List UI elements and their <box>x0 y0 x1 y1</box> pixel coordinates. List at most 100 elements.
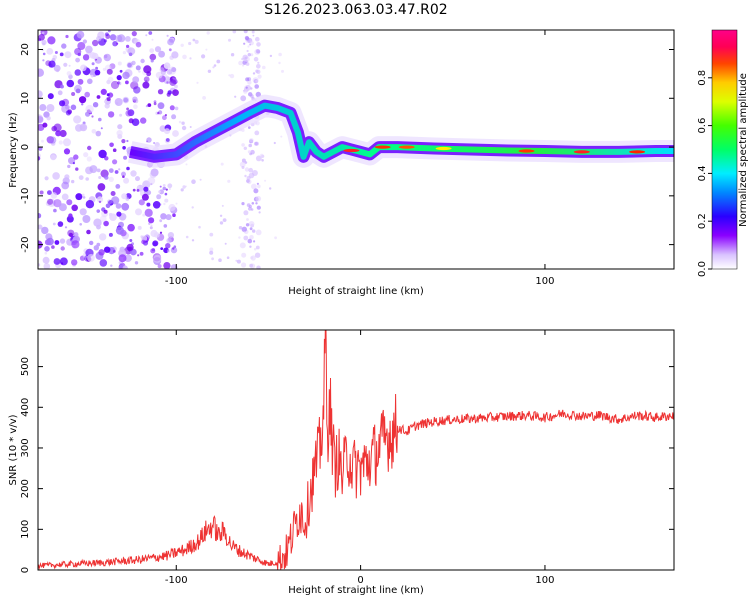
noise-blob <box>87 254 95 262</box>
noise-blob <box>130 81 139 90</box>
noise-blob <box>138 70 141 73</box>
noise-blob <box>255 195 262 202</box>
noise-blob <box>90 74 94 78</box>
noise-blob <box>219 214 223 217</box>
noise-blob <box>209 247 214 252</box>
noise-blob <box>79 223 82 226</box>
noise-blob <box>141 239 146 245</box>
noise-blob <box>112 250 116 253</box>
noise-blob <box>259 153 264 159</box>
noise-blob <box>164 198 169 203</box>
noise-blob <box>42 122 48 128</box>
noise-blob <box>65 110 71 116</box>
noise-blob <box>168 203 176 212</box>
noise-blob <box>108 212 113 217</box>
noise-blob <box>95 66 98 70</box>
noise-blob <box>60 246 65 251</box>
noise-blob <box>230 53 235 57</box>
noise-blob <box>189 57 192 60</box>
noise-blob <box>181 121 185 125</box>
noise-blob <box>219 221 224 225</box>
noise-blob <box>163 262 171 269</box>
noise-blob <box>70 104 77 111</box>
noise-blob <box>239 161 246 168</box>
noise-blob <box>96 196 104 203</box>
noise-blob <box>124 254 132 262</box>
noise-blob <box>150 59 154 63</box>
y-tick-label: 200 <box>20 479 31 498</box>
ridge-peak <box>518 149 535 153</box>
noise-blob <box>164 114 167 117</box>
noise-blob <box>147 177 156 185</box>
noise-blob <box>100 215 107 222</box>
ridge-peak <box>398 145 415 149</box>
noise-blob <box>89 52 97 59</box>
noise-blob <box>58 203 67 212</box>
noise-blob <box>192 38 196 42</box>
noise-blob <box>54 51 58 54</box>
noise-blob <box>106 97 111 102</box>
noise-blob <box>122 51 126 55</box>
noise-blob <box>185 163 188 166</box>
noise-blob <box>160 69 166 75</box>
noise-blob <box>150 248 156 254</box>
colorbar-tick-label: 0.2 <box>697 213 708 229</box>
noise-blob <box>64 174 70 180</box>
noise-blob <box>148 222 151 225</box>
noise-blob <box>61 181 70 190</box>
noise-blob <box>103 220 109 227</box>
y-tick-label: 500 <box>20 357 31 376</box>
noise-blob <box>212 66 215 69</box>
noise-blob <box>131 60 136 66</box>
noise-blob <box>154 46 162 53</box>
noise-blob <box>149 48 155 53</box>
noise-blob <box>87 145 92 151</box>
noise-blob <box>159 185 162 188</box>
noise-blob <box>115 184 121 189</box>
noise-blob <box>128 52 133 57</box>
noise-blob <box>158 190 161 193</box>
heatmap-y-ticks: -20 -10 0 10 20 <box>20 43 674 253</box>
noise-blob <box>209 232 214 237</box>
noise-blob <box>251 30 255 34</box>
noise-blob <box>178 120 182 124</box>
noise-blob <box>152 201 161 209</box>
noise-blob <box>38 156 41 161</box>
noise-blob <box>153 254 162 263</box>
noise-blob <box>97 183 106 191</box>
noise-blob <box>194 39 199 44</box>
noise-blob <box>105 32 109 37</box>
noise-blob <box>96 95 101 99</box>
noise-blob <box>138 199 145 206</box>
noise-blob <box>206 31 210 35</box>
noise-blob <box>245 86 248 89</box>
noise-blob <box>42 59 45 62</box>
noise-blob <box>107 199 113 205</box>
noise-blob <box>244 56 247 60</box>
noise-blob <box>123 97 129 103</box>
noise-blob <box>126 44 130 49</box>
noise-blob <box>281 69 284 73</box>
noise-blob <box>160 213 167 220</box>
noise-blob <box>180 43 184 47</box>
noise-blob <box>57 90 63 96</box>
noise-blob <box>166 81 169 84</box>
noise-blob <box>98 149 107 159</box>
noise-blob <box>74 69 82 76</box>
noise-blob <box>39 104 47 111</box>
noise-blob <box>75 57 80 63</box>
noise-blob <box>66 199 73 206</box>
noise-blob <box>143 76 150 83</box>
noise-blob <box>255 64 261 69</box>
noise-blob <box>254 36 260 42</box>
noise-blob <box>131 30 137 37</box>
heatmap-x-ticks: -100 100 <box>165 30 555 287</box>
noise-blob <box>245 62 250 66</box>
noise-blob <box>71 204 78 212</box>
noise-blob <box>59 129 67 138</box>
noise-blob <box>216 59 221 64</box>
noise-blob <box>84 91 90 98</box>
noise-blob <box>123 155 128 160</box>
noise-blob <box>167 232 174 239</box>
